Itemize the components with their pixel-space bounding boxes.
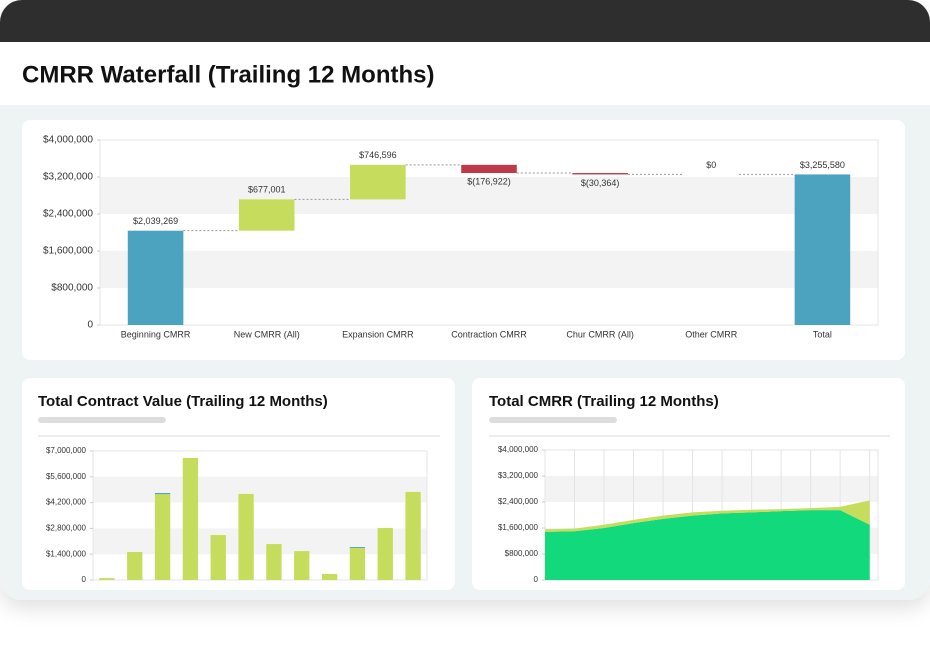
bar xyxy=(377,528,393,580)
grid-band xyxy=(100,177,878,214)
grid-band xyxy=(545,476,878,502)
placeholder xyxy=(38,417,166,423)
y-tick-label: 0 xyxy=(82,575,87,584)
header xyxy=(0,42,930,105)
x-tick-label: Beginning CMRR xyxy=(121,329,191,339)
y-tick-label: $1,600,000 xyxy=(43,246,93,257)
y-tick-label: $1,600,000 xyxy=(498,523,539,532)
bar xyxy=(154,493,171,495)
bar xyxy=(266,544,282,580)
value-label: $2,039,269 xyxy=(133,216,178,226)
y-tick-label: 0 xyxy=(87,320,93,331)
bar xyxy=(154,494,171,580)
value-label: $3,255,580 xyxy=(800,160,845,170)
bar xyxy=(238,199,295,231)
grid-band xyxy=(93,476,427,503)
bar xyxy=(461,164,517,174)
y-tick-label: $2,400,000 xyxy=(43,209,93,220)
y-tick-label: 0 xyxy=(534,575,539,584)
y-tick-label: $7,000,000 xyxy=(46,446,87,455)
bar xyxy=(127,230,184,325)
bar xyxy=(405,491,421,580)
value-label: $677,001 xyxy=(248,185,286,195)
bar xyxy=(350,164,406,200)
x-tick-label: Chur CMRR (All) xyxy=(566,329,634,339)
y-tick-label: $800,000 xyxy=(505,549,539,558)
value-label: $(30,364) xyxy=(581,178,620,188)
y-tick-label: $5,600,000 xyxy=(46,472,87,481)
value-label: $0 xyxy=(706,160,716,170)
y-tick-label: $4,000,000 xyxy=(498,445,539,454)
y-tick-label: $4,000,000 xyxy=(43,135,93,146)
y-tick-label: $3,200,000 xyxy=(498,471,539,480)
y-tick-label: $1,400,000 xyxy=(46,549,87,558)
y-tick-label: $2,400,000 xyxy=(498,497,539,506)
value-label: $(176,922) xyxy=(467,176,511,186)
x-tick-label: Other CMRR xyxy=(685,329,738,339)
area xyxy=(545,500,870,532)
bar xyxy=(127,551,143,580)
bar xyxy=(794,174,851,325)
bar xyxy=(349,547,366,548)
bar xyxy=(294,551,310,580)
bar xyxy=(321,573,338,580)
card-title: Total Contract Value (Trailing 12 Months… xyxy=(38,393,328,410)
value-label: $746,596 xyxy=(359,150,397,160)
x-tick-label: Contraction CMRR xyxy=(451,329,527,339)
title-bar xyxy=(0,0,930,42)
bar xyxy=(572,173,628,175)
bar xyxy=(238,493,254,580)
y-tick-label: $2,800,000 xyxy=(46,524,87,533)
x-tick-label: Total xyxy=(813,329,832,339)
grid-band xyxy=(93,528,427,555)
plot-frame xyxy=(99,139,879,326)
placeholder xyxy=(489,417,617,423)
plot-frame xyxy=(92,450,428,581)
area xyxy=(545,510,870,580)
bar xyxy=(99,578,115,580)
bar xyxy=(349,547,366,580)
card-title: Total CMRR (Trailing 12 Months) xyxy=(489,393,719,410)
x-tick-label: Expansion CMRR xyxy=(342,329,414,339)
y-tick-label: $800,000 xyxy=(51,283,93,294)
page-title: CMRR Waterfall (Trailing 12 Months) xyxy=(22,61,434,88)
y-tick-label: $4,200,000 xyxy=(46,498,87,507)
bar xyxy=(210,535,226,580)
x-tick-label: New CMRR (All) xyxy=(234,329,300,339)
bar xyxy=(182,458,199,580)
grid-band xyxy=(100,251,878,288)
y-tick-label: $3,200,000 xyxy=(43,172,93,183)
